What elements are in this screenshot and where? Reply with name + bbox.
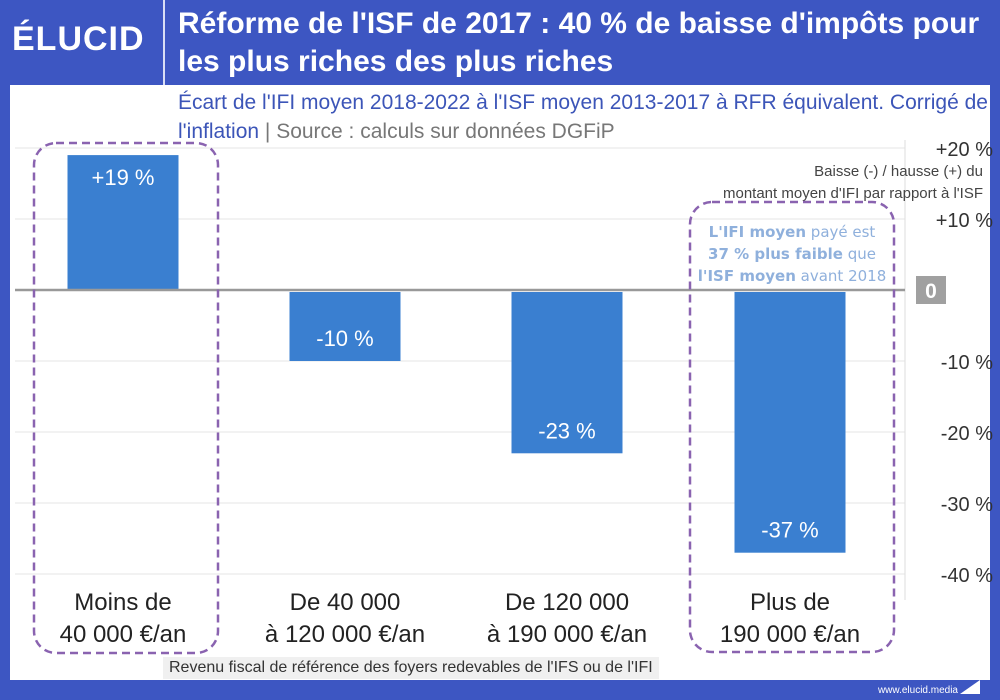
x-axis-label: Revenu fiscal de référence des foyers re…: [163, 657, 659, 679]
annotation-line: 37 % plus faible que: [708, 245, 876, 263]
y-tick-label: -20 %: [941, 423, 993, 445]
category-label: 190 000 €/an: [720, 621, 860, 648]
category-label: Moins de: [74, 589, 171, 616]
category-label: à 120 000 €/an: [265, 621, 425, 648]
data-label: -23 %: [538, 418, 595, 443]
y-tick-label: +20 %: [936, 139, 993, 161]
y-axis-label-line1: Baisse (-) / hausse (+) du: [814, 163, 983, 180]
subtitle-main: Écart de l'IFI moyen 2018-2022 à l'ISF m…: [178, 91, 988, 143]
data-label: -37 %: [761, 518, 818, 543]
highlight-box: [32, 141, 220, 655]
y-tick-label: 0: [925, 280, 937, 303]
bar: [67, 155, 179, 290]
y-tick-label: -40 %: [941, 565, 993, 587]
elucid-mark-icon: [960, 680, 980, 694]
annotation-segment: l'ISF moyen: [698, 267, 796, 285]
bar: [734, 292, 846, 553]
elucid-logo: ÉLUCID: [12, 20, 145, 58]
y-tick-label: +10 %: [936, 210, 993, 232]
category-label: à 190 000 €/an: [487, 621, 647, 648]
annotation-segment: payé est: [806, 223, 875, 241]
category-label: De 120 000: [505, 589, 629, 616]
annotation-line: l'ISF moyen avant 2018: [698, 267, 887, 285]
annotation-segment: 37 % plus faible: [708, 245, 843, 263]
y-tick-label: -30 %: [941, 494, 993, 516]
website-url[interactable]: www.elucid.media: [877, 685, 958, 696]
header-divider: [163, 0, 165, 85]
highlight-box: [688, 200, 896, 654]
category-label: De 40 000: [290, 589, 401, 616]
bar: [511, 292, 623, 454]
data-label: +19 %: [92, 165, 155, 190]
data-label: -10 %: [316, 326, 373, 351]
subtitle-source: Source : calculs sur données DGFiP: [276, 120, 615, 143]
category-label: Plus de: [750, 589, 830, 616]
annotation-segment: avant 2018: [796, 267, 886, 285]
subtitle-separator: |: [259, 120, 277, 143]
y-axis-label-line2: montant moyen d'IFI par rapport à l'ISF: [723, 185, 983, 202]
annotation-segment: L'IFI moyen: [709, 223, 806, 241]
annotation-line: L'IFI moyen payé est: [709, 223, 876, 241]
chart-title: Réforme de l'ISF de 2017 : 40 % de baiss…: [178, 7, 980, 78]
chart-subtitle: Écart de l'IFI moyen 2018-2022 à l'ISF m…: [178, 88, 1000, 146]
annotation-segment: que: [843, 245, 876, 263]
category-label: 40 000 €/an: [60, 621, 187, 648]
y-tick-label: -10 %: [941, 352, 993, 374]
bar: [289, 292, 401, 361]
zero-tick-box: [916, 276, 946, 304]
